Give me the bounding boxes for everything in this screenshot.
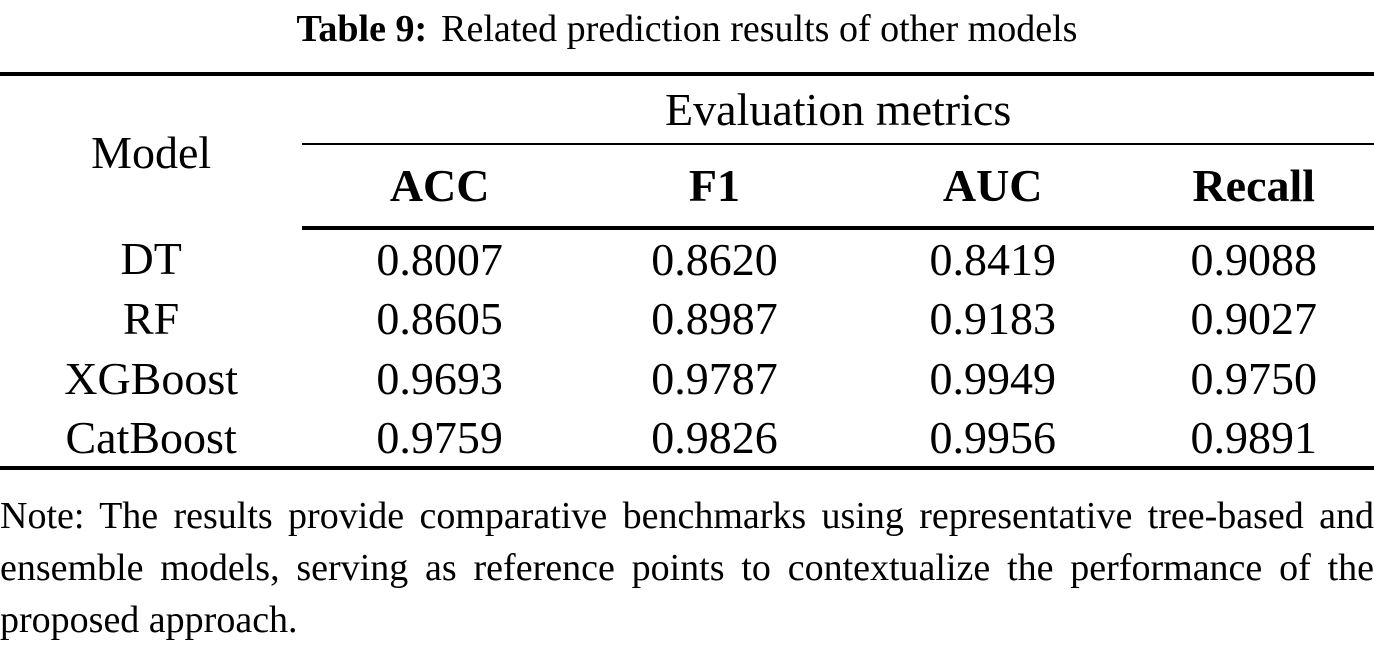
value-cell: 0.9088 [1190, 233, 1318, 285]
value-cell: 0.8987 [651, 292, 778, 344]
column-header-acc: ACC [302, 144, 578, 230]
results-table: Model Evaluation metrics ACC F1 AUC Reca… [0, 72, 1374, 470]
value-cell: 0.9949 [929, 352, 1056, 404]
table-caption: Table 9: Related prediction results of ot… [0, 0, 1374, 56]
value-cell: 0.8007 [376, 233, 503, 285]
value-cell: 0.9891 [1190, 411, 1318, 463]
table-caption-label: Table 9: [296, 8, 428, 50]
model-cell: RF [123, 292, 180, 344]
table-row: RF 0.8605 0.8987 0.9183 0.9027 [0, 288, 1374, 348]
value-cell: 0.9826 [651, 411, 778, 463]
model-cell: XGBoost [64, 352, 239, 404]
value-cell: 0.9956 [929, 411, 1056, 463]
value-cell: 0.8605 [376, 292, 503, 344]
value-cell: 0.9759 [376, 411, 503, 463]
column-header-recall: Recall [1133, 144, 1374, 230]
column-group-header-evaluation-metrics: Evaluation metrics [302, 74, 1374, 145]
table-note: Note: The results provide comparative be… [0, 495, 1374, 641]
value-cell: 0.9693 [376, 352, 503, 404]
value-cell: 0.9750 [1190, 352, 1318, 404]
value-cell: 0.9787 [651, 352, 778, 404]
table-row: CatBoost 0.9759 0.9826 0.9956 0.9891 [0, 408, 1374, 468]
model-cell: CatBoost [65, 411, 237, 463]
results-table-header: Model Evaluation metrics ACC F1 AUC Reca… [0, 74, 1374, 230]
value-cell: 0.9183 [929, 292, 1056, 344]
column-header-model: Model [91, 126, 212, 178]
table-row: DT 0.8007 0.8620 0.8419 0.9088 [0, 228, 1374, 288]
value-cell: 0.8419 [929, 233, 1056, 285]
value-cell: 0.9027 [1190, 292, 1318, 344]
model-cell: DT [120, 232, 182, 284]
results-table-body: DT 0.8007 0.8620 0.8419 0.9088 RF 0.8605… [0, 228, 1374, 468]
table-row: XGBoost 0.9693 0.9787 0.9949 0.9750 [0, 348, 1374, 408]
column-header-f1: F1 [577, 144, 852, 230]
column-header-auc: AUC [851, 144, 1134, 230]
table-caption-text: Related prediction results of other mode… [441, 8, 1078, 50]
value-cell: 0.8620 [651, 233, 778, 285]
